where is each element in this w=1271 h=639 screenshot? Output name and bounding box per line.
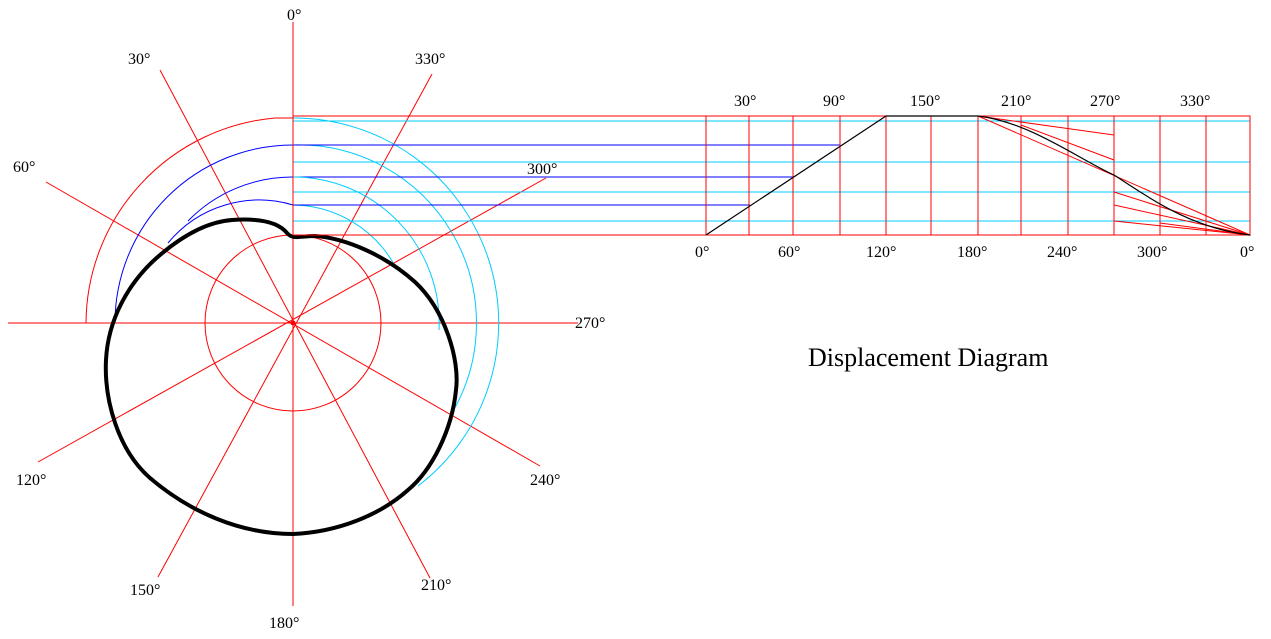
polar-construction <box>8 22 578 606</box>
bottom-label-240: 240° <box>1047 244 1077 261</box>
label-30: 30° <box>128 51 150 68</box>
label-120: 120° <box>16 472 46 489</box>
cyan-arc-1 <box>292 117 500 487</box>
bottom-label-0-start: 0° <box>695 244 709 261</box>
cyan-arc-4 <box>292 204 396 267</box>
label-240: 240° <box>530 472 560 489</box>
label-270: 270° <box>575 315 605 332</box>
bottom-label-120: 120° <box>866 244 896 261</box>
bottom-label-300: 300° <box>1137 244 1167 261</box>
cyan-arc-2 <box>292 144 477 414</box>
top-label-30: 30° <box>734 93 756 110</box>
label-300: 300° <box>527 161 557 178</box>
displacement-top-labels: 30° 90° 150° 210° 270° 330° <box>734 93 1210 110</box>
blue-arc-inner <box>167 199 294 244</box>
blue-arc-outer <box>114 144 330 324</box>
top-label-150: 150° <box>910 93 940 110</box>
top-label-210: 210° <box>1001 93 1031 110</box>
cam-center-point <box>290 320 296 326</box>
cam-profile-curve <box>103 217 459 536</box>
cyan-arc-3 <box>292 176 440 331</box>
bottom-label-0-end: 0° <box>1240 244 1254 261</box>
diagram-title: Displacement Diagram <box>808 343 1048 372</box>
label-150: 150° <box>130 582 160 599</box>
displacement-diagram <box>292 115 1251 236</box>
label-210: 210° <box>421 577 451 594</box>
displacement-curve <box>705 115 1251 236</box>
label-180: 180° <box>269 615 299 632</box>
polar-labels: 0° 30° 330° 60° 300° 270° 120° 240° 150°… <box>13 7 605 632</box>
radial-line-300-120 <box>37 177 547 463</box>
top-label-330: 330° <box>1180 93 1210 110</box>
division-lines <box>705 116 1207 235</box>
fan-construction-lines <box>977 115 1251 236</box>
label-0: 0° <box>287 7 301 24</box>
bottom-label-60: 60° <box>778 244 800 261</box>
blue-arc-middle <box>187 176 320 222</box>
outer-arc <box>85 117 293 324</box>
label-330: 330° <box>415 51 445 68</box>
top-label-90: 90° <box>823 93 845 110</box>
bottom-label-180: 180° <box>957 244 987 261</box>
top-label-270: 270° <box>1090 93 1120 110</box>
label-60: 60° <box>13 159 35 176</box>
displacement-bottom-labels: 0° 60° 120° 180° 240° 300° 0° <box>695 244 1254 261</box>
